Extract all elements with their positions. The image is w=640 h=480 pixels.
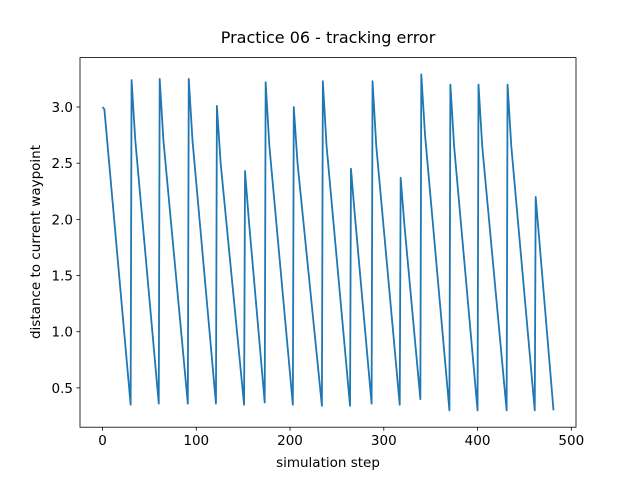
- data-line: [101, 73, 555, 412]
- y-axis-label: distance to current waypoint: [28, 145, 44, 339]
- x-tick-label: 300: [371, 433, 397, 449]
- y-tick-label: 2.5: [52, 156, 73, 172]
- x-tick-label: 400: [465, 433, 491, 449]
- x-tick-label: 0: [98, 433, 107, 449]
- y-tick-label: 2.0: [52, 212, 73, 228]
- y-tick-label: 1.0: [52, 325, 73, 341]
- plot-frame: [79, 57, 577, 428]
- x-tick-label: 200: [277, 433, 303, 449]
- chart-title: Practice 06 - tracking error: [221, 28, 436, 47]
- x-tick-label: 500: [558, 433, 584, 449]
- x-tick-label: 100: [183, 433, 209, 449]
- y-tick-label: 3.0: [52, 100, 73, 116]
- y-tick-label: 0.5: [52, 381, 73, 397]
- x-axis-label: simulation step: [276, 455, 380, 471]
- y-tick-label: 1.5: [52, 269, 73, 285]
